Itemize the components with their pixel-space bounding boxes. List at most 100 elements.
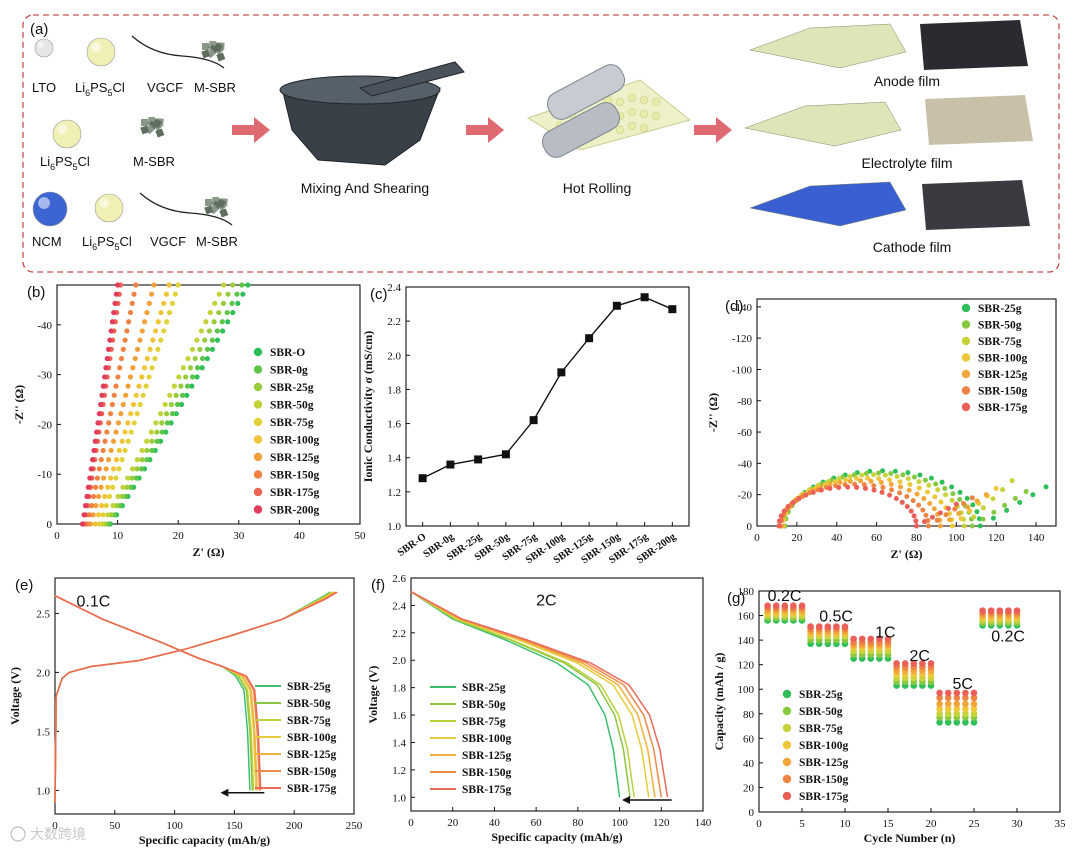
- data-point: [144, 438, 150, 444]
- data-point: [1043, 484, 1049, 490]
- data-point: [970, 694, 978, 702]
- legend-swatch: [782, 706, 792, 716]
- sphere-highlight: [57, 124, 67, 134]
- data-point: [115, 493, 121, 500]
- data-point: [152, 355, 158, 362]
- data-point: [216, 309, 222, 316]
- watermark-logo-icon: [10, 826, 26, 842]
- data-point: [104, 429, 110, 435]
- data-point: [944, 719, 952, 726]
- data-point: [926, 482, 932, 488]
- legend-swatch: [961, 369, 971, 379]
- data-point: [919, 660, 926, 667]
- data-point: [862, 485, 868, 491]
- data-point: [163, 411, 170, 417]
- data-point: [158, 309, 164, 316]
- cathode-film-photo: [922, 180, 1030, 230]
- series-line: [422, 296, 673, 479]
- data-point: [119, 457, 125, 463]
- data-point: [207, 309, 213, 316]
- legend-label: SBR-125g: [799, 757, 848, 769]
- y-tick-label: -20: [737, 490, 752, 502]
- data-point: [847, 473, 853, 479]
- data-point: [178, 383, 184, 389]
- y-tick-label: -60: [737, 427, 752, 439]
- data-point: [139, 447, 145, 454]
- y-axis-label: Voltage (V): [8, 667, 22, 725]
- y-tick-label: 40: [743, 758, 755, 770]
- data-point: [112, 300, 118, 306]
- data-point: [194, 337, 200, 343]
- data-point: [245, 282, 251, 288]
- msbr-fragment: [204, 205, 214, 215]
- data-point: [115, 420, 122, 426]
- data-point: [850, 635, 857, 643]
- data-point: [929, 514, 935, 520]
- data-point: [944, 700, 952, 708]
- data-point: [957, 489, 963, 495]
- data-point: [953, 710, 961, 718]
- data-point: [120, 401, 126, 408]
- x-tick-label: 250: [346, 820, 363, 832]
- panel-label: (f): [371, 577, 385, 594]
- charge-curve: [54, 591, 338, 803]
- data-point: [1005, 607, 1012, 614]
- data-point: [120, 346, 126, 352]
- x-tick-label: 5: [799, 818, 805, 830]
- legend-label: SBR-50g: [978, 320, 1022, 332]
- data-point: [127, 309, 134, 316]
- data-point: [104, 355, 110, 362]
- legend-swatch: [253, 400, 263, 409]
- panel-label: (d): [725, 298, 743, 315]
- data-point: [790, 499, 796, 505]
- data-point: [103, 466, 109, 472]
- pestle-icon: [358, 61, 465, 97]
- data-point: [936, 705, 943, 713]
- data-point: [194, 365, 201, 371]
- data-point: [1023, 489, 1029, 495]
- plot-frame: [758, 590, 1061, 813]
- row1-label: VGCF: [147, 80, 183, 95]
- data-point: [150, 337, 156, 343]
- data-point: [980, 505, 986, 511]
- data-point: [906, 487, 912, 493]
- data-point: [916, 485, 922, 491]
- data-point: [93, 503, 99, 509]
- data-point: [892, 468, 898, 474]
- data-point: [971, 514, 977, 520]
- y-tick-label: 60: [743, 733, 755, 745]
- data-point: [134, 346, 141, 352]
- legend-label: SBR-25g: [462, 682, 506, 694]
- mortar-icon: [281, 87, 441, 166]
- data-point: [904, 494, 910, 500]
- data-point: [220, 328, 226, 334]
- y-tick-label: 2.6: [392, 573, 406, 585]
- data-point: [824, 623, 832, 630]
- data-point: [923, 512, 929, 518]
- legend-label: SBR-25g: [799, 689, 843, 701]
- data-point: [221, 282, 227, 288]
- data-point: [199, 365, 205, 371]
- data-point: [149, 291, 155, 297]
- x-tick-label: 140: [695, 817, 712, 829]
- y-axis-label: Voltage (V): [366, 666, 380, 724]
- row1-label: Li6PS5Cl: [75, 80, 125, 98]
- lpsc-particle-icon: [52, 119, 82, 149]
- sphere-highlight: [99, 198, 109, 209]
- x-tick-label: 100: [611, 817, 628, 829]
- data-point: [841, 623, 849, 630]
- data-point: [1009, 478, 1015, 484]
- data-point: [845, 484, 851, 490]
- data-point: [183, 374, 189, 380]
- data-point: [235, 300, 241, 306]
- msbr-fragment: [141, 119, 148, 126]
- data-point: [172, 291, 178, 297]
- data-point: [129, 466, 136, 472]
- data-point: [148, 429, 154, 435]
- data-point: [956, 510, 962, 516]
- data-point: [796, 496, 802, 502]
- row2-label: Li6PS5Cl: [40, 154, 90, 172]
- data-point: [876, 635, 883, 643]
- legend-swatch: [782, 689, 792, 699]
- data-point: [778, 513, 784, 519]
